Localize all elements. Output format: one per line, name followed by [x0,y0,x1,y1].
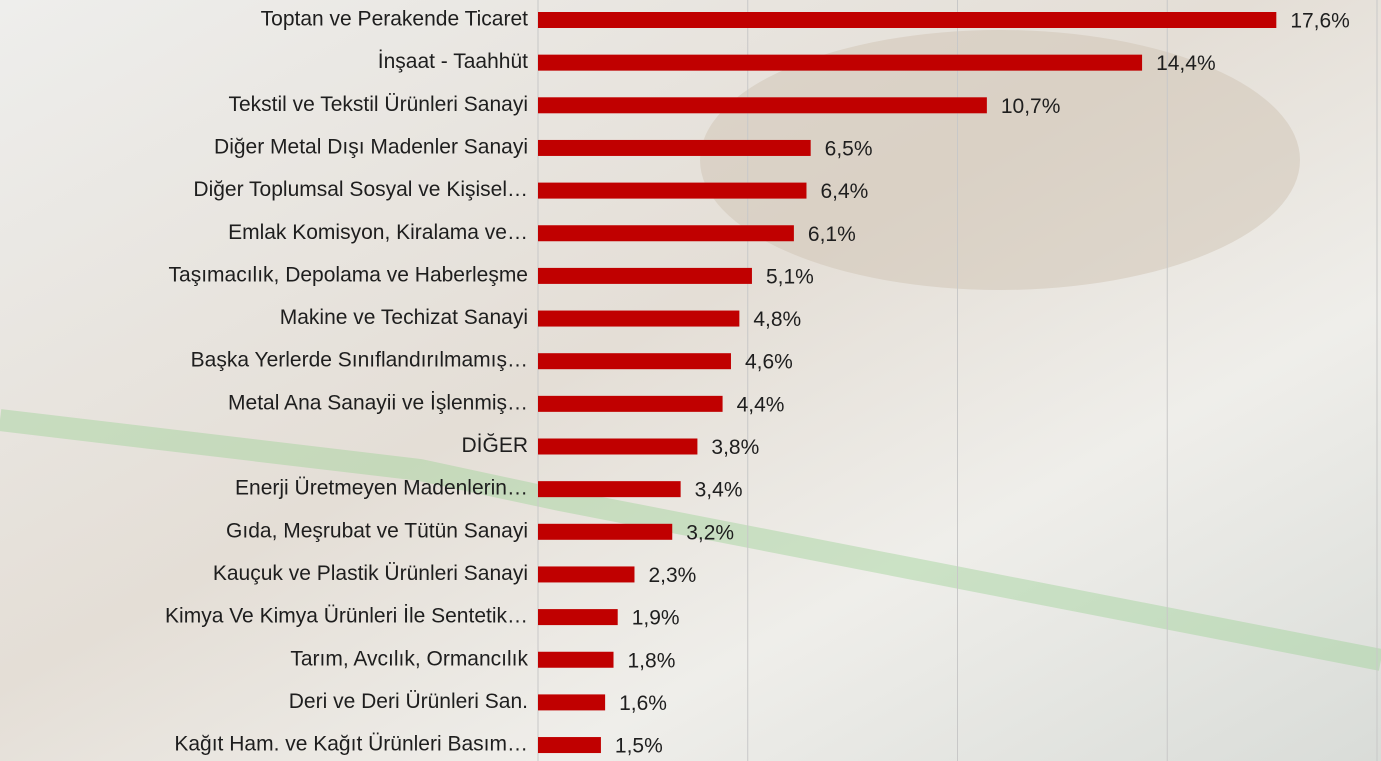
category-label: DİĞER [461,434,528,457]
bar [538,737,601,753]
value-label: 3,4% [695,479,743,502]
bar [538,140,811,156]
category-label: Kimya Ve Kimya Ürünleri İle Sentetik… [165,605,528,628]
value-label: 1,6% [619,692,667,715]
value-label: 6,5% [825,137,873,160]
value-label: 6,1% [808,223,856,246]
bar [538,225,794,241]
bar [538,439,697,455]
value-label: 3,2% [686,521,734,544]
bar [538,566,634,582]
category-label: Deri ve Deri Ürünleri San. [289,690,528,713]
bar [538,396,723,412]
category-label: Tekstil ve Tekstil Ürünleri Sanayi [228,93,528,116]
value-label: 2,3% [648,564,696,587]
category-label: Tarım, Avcılık, Ormancılık [290,647,528,670]
value-label: 5,1% [766,265,814,288]
value-label: 4,6% [745,351,793,374]
category-label: Makine ve Techizat Sanayi [280,306,528,329]
value-label: 14,4% [1156,52,1216,75]
value-label: 1,8% [628,649,676,672]
bar [538,353,731,369]
bar [538,12,1276,28]
bar [538,694,605,710]
value-label: 1,9% [632,607,680,630]
category-label: Enerji Üretmeyen Madenlerin… [235,477,528,500]
bar [538,183,806,199]
category-label: Başka Yerlerde Sınıflandırılmamış… [191,349,528,372]
category-label: Metal Ana Sanayii ve İşlenmiş… [228,391,528,414]
value-label: 4,4% [737,393,785,416]
value-label: 17,6% [1290,10,1350,33]
bar [538,481,681,497]
chart: Toptan ve Perakende Ticaret 17,6% İnşaat -… [0,0,1381,761]
category-label: İnşaat - Taahhüt [378,50,528,73]
value-label: 6,4% [820,180,868,203]
value-label: 1,5% [615,735,663,758]
bar [538,524,672,540]
value-label: 3,8% [711,436,759,459]
value-label: 10,7% [1001,95,1061,118]
category-label: Diğer Metal Dışı Madenler Sanayi [214,135,528,158]
category-label: Kauçuk ve Plastik Ürünleri Sanayi [213,562,528,585]
category-label: Taşımacılık, Depolama ve Haberleşme [169,263,528,286]
category-label: Gıda, Meşrubat ve Tütün Sanayi [226,519,528,542]
bar [538,268,752,284]
value-label: 4,8% [753,308,801,331]
category-label: Kağıt Ham. ve Kağıt Ürünleri Basım… [174,733,528,756]
bar [538,97,987,113]
bar [538,652,614,668]
category-label: Diğer Toplumsal Sosyal ve Kişisel… [193,178,528,201]
category-label: Toptan ve Perakende Ticaret [261,8,528,31]
bar [538,311,739,327]
bar [538,609,618,625]
category-label: Emlak Komisyon, Kiralama ve… [228,221,528,244]
bar [538,55,1142,71]
